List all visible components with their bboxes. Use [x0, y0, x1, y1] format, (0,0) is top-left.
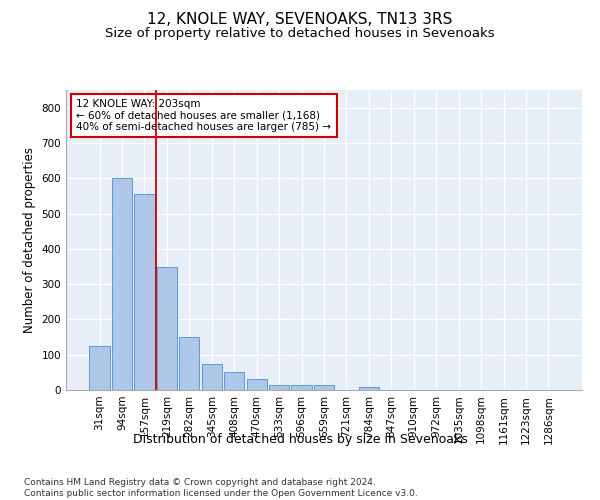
Bar — [314, 386, 334, 390]
Text: Distribution of detached houses by size in Sevenoaks: Distribution of detached houses by size … — [133, 432, 467, 446]
Bar — [202, 364, 222, 390]
Bar — [269, 385, 289, 390]
Text: 12, KNOLE WAY, SEVENOAKS, TN13 3RS: 12, KNOLE WAY, SEVENOAKS, TN13 3RS — [148, 12, 452, 28]
Bar — [247, 380, 267, 390]
Bar — [134, 194, 155, 390]
Bar — [224, 372, 244, 390]
Text: 12 KNOLE WAY: 203sqm
← 60% of detached houses are smaller (1,168)
40% of semi-de: 12 KNOLE WAY: 203sqm ← 60% of detached h… — [76, 99, 331, 132]
Text: Contains HM Land Registry data © Crown copyright and database right 2024.
Contai: Contains HM Land Registry data © Crown c… — [24, 478, 418, 498]
Bar — [112, 178, 132, 390]
Bar — [359, 387, 379, 390]
Bar — [292, 386, 311, 390]
Y-axis label: Number of detached properties: Number of detached properties — [23, 147, 36, 333]
Text: Size of property relative to detached houses in Sevenoaks: Size of property relative to detached ho… — [105, 28, 495, 40]
Bar — [179, 337, 199, 390]
Bar — [157, 267, 177, 390]
Bar — [89, 346, 110, 390]
